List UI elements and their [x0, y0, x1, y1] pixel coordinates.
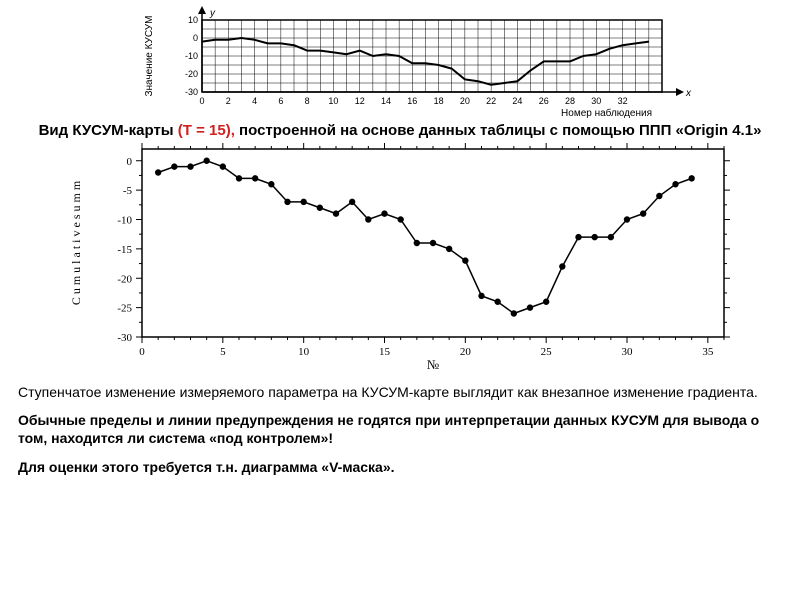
- svg-text:26: 26: [539, 96, 549, 106]
- cusum-chart-large: 0 5 10 15 20 25 30 35 -30 -25 -20 -15 -10 -5 0 C u m u …: [18, 141, 782, 373]
- svg-text:28: 28: [565, 96, 575, 106]
- svg-text:-30: -30: [117, 332, 132, 344]
- svg-text:0: 0: [193, 33, 198, 43]
- svg-text:24: 24: [512, 96, 522, 106]
- svg-text:C u m u l a t i v e s u m m: C u m u l a t i v e s u m m: [69, 180, 83, 305]
- svg-text:x: x: [685, 88, 692, 99]
- svg-text:20: 20: [460, 96, 470, 106]
- svg-text:6: 6: [278, 96, 283, 106]
- svg-text:16: 16: [407, 96, 417, 106]
- svg-text:0: 0: [199, 96, 204, 106]
- svg-text:y: y: [209, 8, 216, 19]
- svg-text:-15: -15: [117, 244, 132, 256]
- svg-text:25: 25: [541, 346, 553, 358]
- svg-text:15: 15: [379, 346, 391, 358]
- svg-text:-25: -25: [117, 303, 132, 315]
- svg-text:8: 8: [305, 96, 310, 106]
- svg-text:30: 30: [622, 346, 634, 358]
- svg-text:-10: -10: [117, 215, 132, 227]
- svg-text:22: 22: [486, 96, 496, 106]
- svg-text:30: 30: [591, 96, 601, 106]
- svg-text:0: 0: [127, 156, 133, 168]
- svg-text:35: 35: [702, 346, 714, 358]
- cusum-chart-small: 02468101214161820222426283032-30-20-1001…: [18, 6, 782, 118]
- svg-text:5: 5: [220, 346, 226, 358]
- caption-suffix: построенной на основе данных таблицы с п…: [235, 122, 762, 139]
- svg-text:Номер наблюдения: Номер наблюдения: [561, 107, 652, 118]
- svg-text:10: 10: [298, 346, 310, 358]
- caption-highlight: (Т = 15),: [178, 122, 235, 139]
- chart-caption: Вид КУСУМ-карты (Т = 15), построенной на…: [18, 122, 782, 139]
- svg-text:-20: -20: [117, 273, 132, 285]
- svg-text:№: №: [427, 357, 439, 372]
- svg-text:32: 32: [618, 96, 628, 106]
- svg-text:20: 20: [460, 346, 472, 358]
- paragraph-3: Для оценки этого требуется т.н. диаграмм…: [18, 458, 782, 476]
- paragraph-2: Обычные пределы и линии предупреждения н…: [18, 411, 782, 447]
- svg-text:4: 4: [252, 96, 257, 106]
- svg-text:14: 14: [381, 96, 391, 106]
- svg-text:-10: -10: [185, 51, 198, 61]
- svg-text:2: 2: [226, 96, 231, 106]
- svg-text:10: 10: [188, 15, 198, 25]
- svg-text:18: 18: [434, 96, 444, 106]
- caption-prefix: Вид КУСУМ-карты: [39, 122, 178, 139]
- svg-text:12: 12: [355, 96, 365, 106]
- paragraph-1: Ступенчатое изменение измеряемого параме…: [18, 383, 782, 401]
- svg-text:-5: -5: [123, 185, 133, 197]
- svg-text:0: 0: [139, 346, 145, 358]
- svg-text:-30: -30: [185, 87, 198, 97]
- svg-text:10: 10: [328, 96, 338, 106]
- svg-text:Значение КУСУМ: Значение КУСУМ: [144, 16, 155, 97]
- svg-text:-20: -20: [185, 69, 198, 79]
